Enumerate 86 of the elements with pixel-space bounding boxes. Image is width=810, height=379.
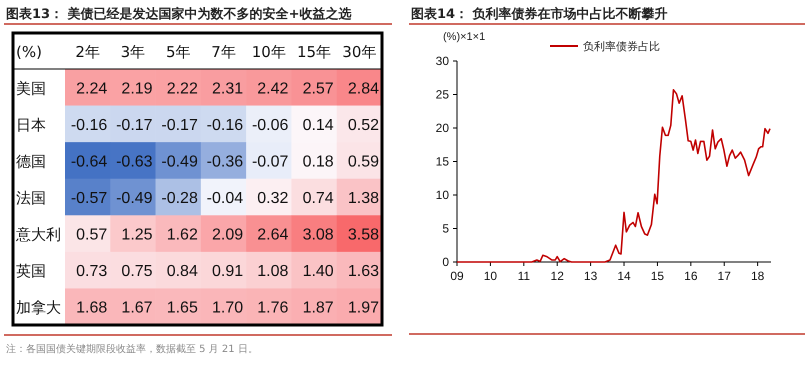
data-label: 0.75 — [121, 263, 153, 280]
data-label: 2.57 — [302, 80, 334, 98]
x-tick-label: 13 — [584, 269, 598, 283]
x-tick-label: 11 — [518, 269, 530, 283]
data-label: 0.52 — [348, 116, 380, 134]
data-label: 2.19 — [121, 80, 153, 98]
y-tick-label: 5 — [442, 222, 450, 236]
data-label: 0.14 — [302, 116, 334, 134]
text: 注：各国国债关键期限段收益率，数据截至 5 月 21 日。 — [6, 343, 258, 355]
x-tick-label: 10 — [484, 269, 498, 283]
x-tick-label: 10年 — [252, 43, 286, 61]
x-tick-label: 17 — [718, 269, 732, 283]
x-tick-label: 30年 — [342, 43, 376, 61]
data-label: -0.04 — [206, 190, 244, 207]
x-tick-label: 09 — [450, 269, 464, 283]
data-label: 0.74 — [302, 190, 334, 207]
x-tick-label: 2年 — [75, 43, 100, 61]
data-label: -0.06 — [252, 116, 289, 134]
data-label: -0.16 — [206, 116, 244, 134]
y-tick-label: 德国 — [16, 152, 46, 170]
data-label: -0.64 — [70, 153, 108, 170]
x-tick-label: 15 — [650, 269, 664, 283]
data-label: -0.16 — [70, 116, 108, 134]
x-tick-label: 3年 — [120, 43, 146, 61]
data-label: 2.84 — [348, 80, 380, 98]
data-label: -0.36 — [206, 153, 244, 170]
x-tick-label: 16 — [684, 269, 698, 283]
data-label: 3.58 — [348, 226, 380, 244]
y-tick-label: 25 — [436, 88, 450, 102]
data-label: 1.25 — [121, 226, 153, 244]
data-label: 1.40 — [302, 263, 334, 280]
data-label: 2.22 — [166, 80, 198, 98]
chart-title: 图表14： 负利率债券在市场中占比不断攀升 — [411, 6, 668, 22]
data-label: -0.28 — [161, 190, 198, 207]
data-label: -0.49 — [161, 153, 198, 170]
data-label: 1.65 — [166, 300, 198, 317]
data-label: 1.67 — [121, 300, 153, 317]
data-label: 0.84 — [166, 263, 198, 280]
data-label: 0.32 — [257, 190, 289, 207]
data-label: 1.68 — [76, 300, 108, 317]
data-label: 1.38 — [348, 190, 380, 207]
data-label: 1.63 — [348, 263, 380, 280]
data-label: 0.59 — [348, 153, 380, 170]
data-label: 1.62 — [166, 226, 198, 244]
y-tick-label: 0 — [442, 255, 450, 269]
data-label: 1.87 — [302, 300, 334, 317]
y-axis-title: (%)×1×1 — [443, 31, 486, 43]
data-label: 0.73 — [76, 263, 108, 280]
color-bar-title: (%) — [16, 43, 42, 61]
x-tick-label: 5年 — [166, 43, 190, 61]
y-tick-label: 日本 — [16, 116, 46, 134]
data-label: -0.07 — [252, 153, 289, 170]
x-tick-label: 18 — [750, 269, 765, 283]
x-tick-label: 12 — [550, 269, 564, 283]
data-label: 1.76 — [257, 300, 289, 317]
data-label: 1.08 — [257, 263, 289, 280]
data-label: -0.63 — [116, 153, 153, 170]
data-label: -0.57 — [70, 190, 108, 207]
data-label: 2.24 — [76, 80, 108, 98]
data-label: 2.64 — [257, 226, 289, 244]
legend-label: 负利率债券占比 — [583, 40, 660, 53]
data-label: 1.97 — [348, 300, 380, 317]
y-tick-label: 15 — [436, 154, 450, 168]
x-tick-label: 15年 — [297, 43, 332, 61]
data-label: 2.31 — [212, 80, 244, 98]
y-tick-label: 30 — [436, 54, 450, 68]
data-label: 0.57 — [76, 226, 108, 244]
y-tick-label: 英国 — [16, 262, 46, 280]
data-label: 3.08 — [302, 226, 334, 244]
data-label: 2.09 — [212, 226, 244, 244]
data-label: -0.17 — [116, 116, 153, 134]
y-tick-label: 加拿大 — [16, 298, 61, 317]
data-label: 0.91 — [212, 263, 244, 280]
data-label: -0.17 — [161, 116, 198, 134]
data-label: 2.42 — [257, 80, 289, 98]
y-tick-label: 10 — [436, 188, 450, 202]
data-label: -0.49 — [116, 190, 153, 207]
x-tick-label: 7年 — [211, 43, 236, 61]
x-tick-label: 14 — [617, 269, 632, 283]
data-label: 0.18 — [302, 153, 334, 170]
y-tick-label: 20 — [436, 121, 450, 135]
data-label: 1.70 — [212, 300, 244, 317]
y-tick-label: 美国 — [16, 79, 46, 98]
y-tick-label: 法国 — [16, 189, 46, 207]
y-tick-label: 意大利 — [15, 226, 61, 244]
chart-title: 图表13： 美债已经是发达国家中为数不多的安全+收益之选 — [6, 6, 352, 22]
